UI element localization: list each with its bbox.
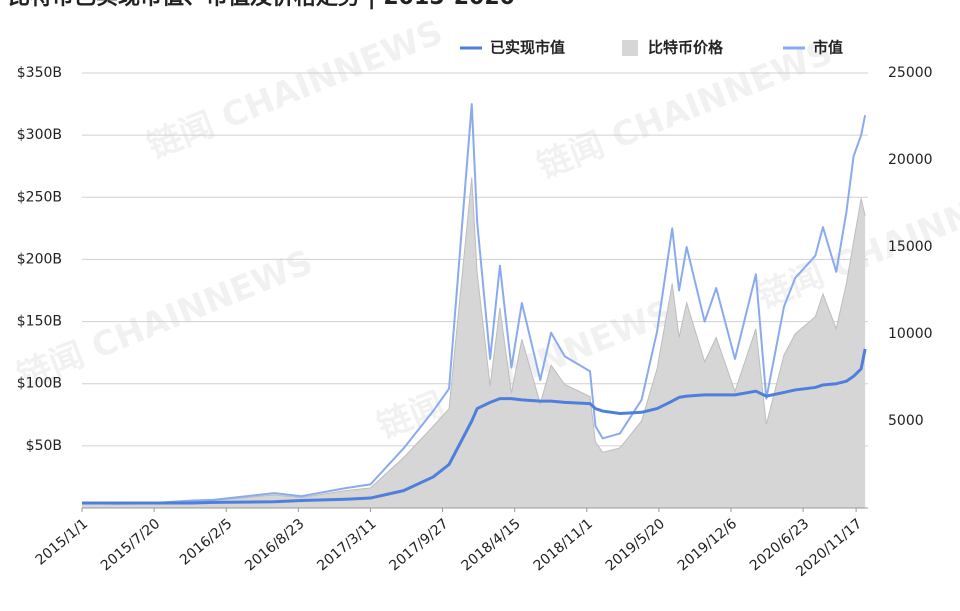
line — [82, 348, 867, 505]
x-tick-label: 2019/5/20 — [603, 516, 668, 574]
legend-label: 市值 — [813, 39, 843, 57]
area-line — [81, 177, 866, 505]
area-fill — [82, 177, 866, 508]
legend-label: 比特币价格 — [648, 39, 724, 57]
y2-tick-label: 10000 — [888, 326, 933, 342]
y-tick-label: $150B — [17, 314, 62, 330]
x-tick-label: 2016/8/23 — [242, 516, 307, 574]
x-tick-label: 2018/4/15 — [459, 516, 524, 574]
line — [81, 103, 867, 505]
x-tick-label: 2015/7/20 — [98, 516, 163, 574]
y-tick-label: $100B — [17, 376, 62, 392]
x-tick-label: 2018/11/1 — [531, 516, 596, 574]
x-tick-label: 2017/9/27 — [386, 516, 451, 574]
x-tick-label: 2016/2/5 — [177, 516, 235, 569]
x-tick-label: 2015/1/1 — [33, 516, 91, 569]
y2-tick-label: 25000 — [888, 65, 933, 81]
y2-tick-label: 15000 — [888, 239, 933, 255]
legend-label: 已实现市值 — [490, 39, 565, 57]
y2-tick-label: 20000 — [888, 152, 933, 168]
watermark: 链闻 CHAINNEWS — [142, 12, 448, 167]
y-tick-label: $300B — [17, 127, 62, 143]
y-tick-label: $50B — [26, 438, 62, 454]
x-tick-label: 2017/3/11 — [314, 516, 379, 574]
x-tick-label: 2019/12/6 — [675, 516, 740, 574]
chart-title: 比特币已实现市值、市值及价格走势 | 2015-2020 — [8, 0, 515, 10]
y-tick-label: $200B — [17, 251, 62, 267]
y-tick-label: $350B — [17, 65, 62, 81]
legend-swatch — [622, 40, 638, 56]
y-tick-label: $250B — [17, 189, 62, 205]
y2-tick-label: 5000 — [888, 413, 924, 429]
